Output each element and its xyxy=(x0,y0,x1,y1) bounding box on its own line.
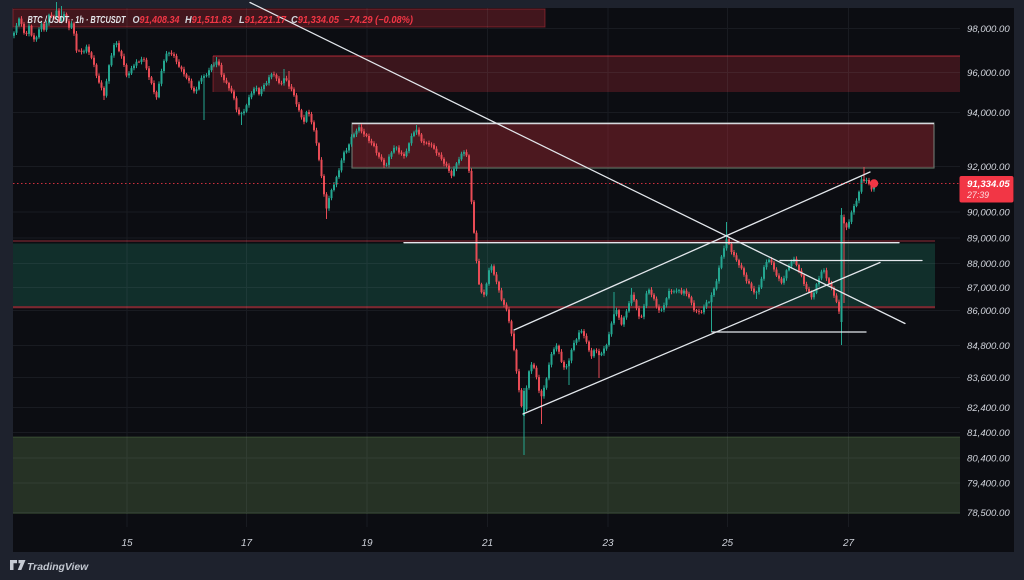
svg-text:86,000.00: 86,000.00 xyxy=(967,306,1010,317)
svg-text:27:39: 27:39 xyxy=(966,190,989,200)
svg-text:91,334.05: 91,334.05 xyxy=(967,179,1010,190)
svg-text:89,000.00: 89,000.00 xyxy=(967,233,1010,244)
svg-text:83,600.00: 83,600.00 xyxy=(967,373,1010,384)
svg-text:79,400.00: 79,400.00 xyxy=(967,478,1010,489)
svg-text:84,800.00: 84,800.00 xyxy=(967,341,1010,352)
svg-text:BTC / USDT · 1h · BTCUSDT: BTC / USDT · 1h · BTCUSDT xyxy=(28,15,127,26)
svg-text:90,000.00: 90,000.00 xyxy=(967,207,1010,218)
svg-text:96,000.00: 96,000.00 xyxy=(967,68,1010,79)
svg-text:21: 21 xyxy=(481,538,493,549)
svg-text:80,400.00: 80,400.00 xyxy=(967,453,1010,464)
svg-text:17: 17 xyxy=(241,538,253,549)
svg-text:H91,511.83: H91,511.83 xyxy=(185,15,232,26)
svg-text:94,000.00: 94,000.00 xyxy=(967,108,1010,119)
svg-text:25: 25 xyxy=(721,538,734,549)
svg-text:23: 23 xyxy=(601,538,614,549)
svg-text:81,400.00: 81,400.00 xyxy=(967,428,1010,439)
svg-text:82,400.00: 82,400.00 xyxy=(967,403,1010,414)
svg-text:C91,334.05: C91,334.05 xyxy=(291,15,339,26)
svg-text:27: 27 xyxy=(842,538,855,549)
svg-text:L91,221.17: L91,221.17 xyxy=(239,15,286,26)
svg-text:87,000.00: 87,000.00 xyxy=(967,283,1010,294)
svg-text:TradingView: TradingView xyxy=(27,562,89,573)
svg-text:78,500.00: 78,500.00 xyxy=(967,508,1010,519)
svg-text:15: 15 xyxy=(121,538,133,549)
svg-text:−74.29 (−0.08%): −74.29 (−0.08%) xyxy=(344,15,414,26)
svg-text:88,000.00: 88,000.00 xyxy=(967,259,1010,270)
svg-text:19: 19 xyxy=(361,538,373,549)
svg-text:92,000.00: 92,000.00 xyxy=(967,162,1010,173)
svg-text:98,000.00: 98,000.00 xyxy=(967,24,1010,35)
svg-text:O91,408.34: O91,408.34 xyxy=(133,15,180,26)
